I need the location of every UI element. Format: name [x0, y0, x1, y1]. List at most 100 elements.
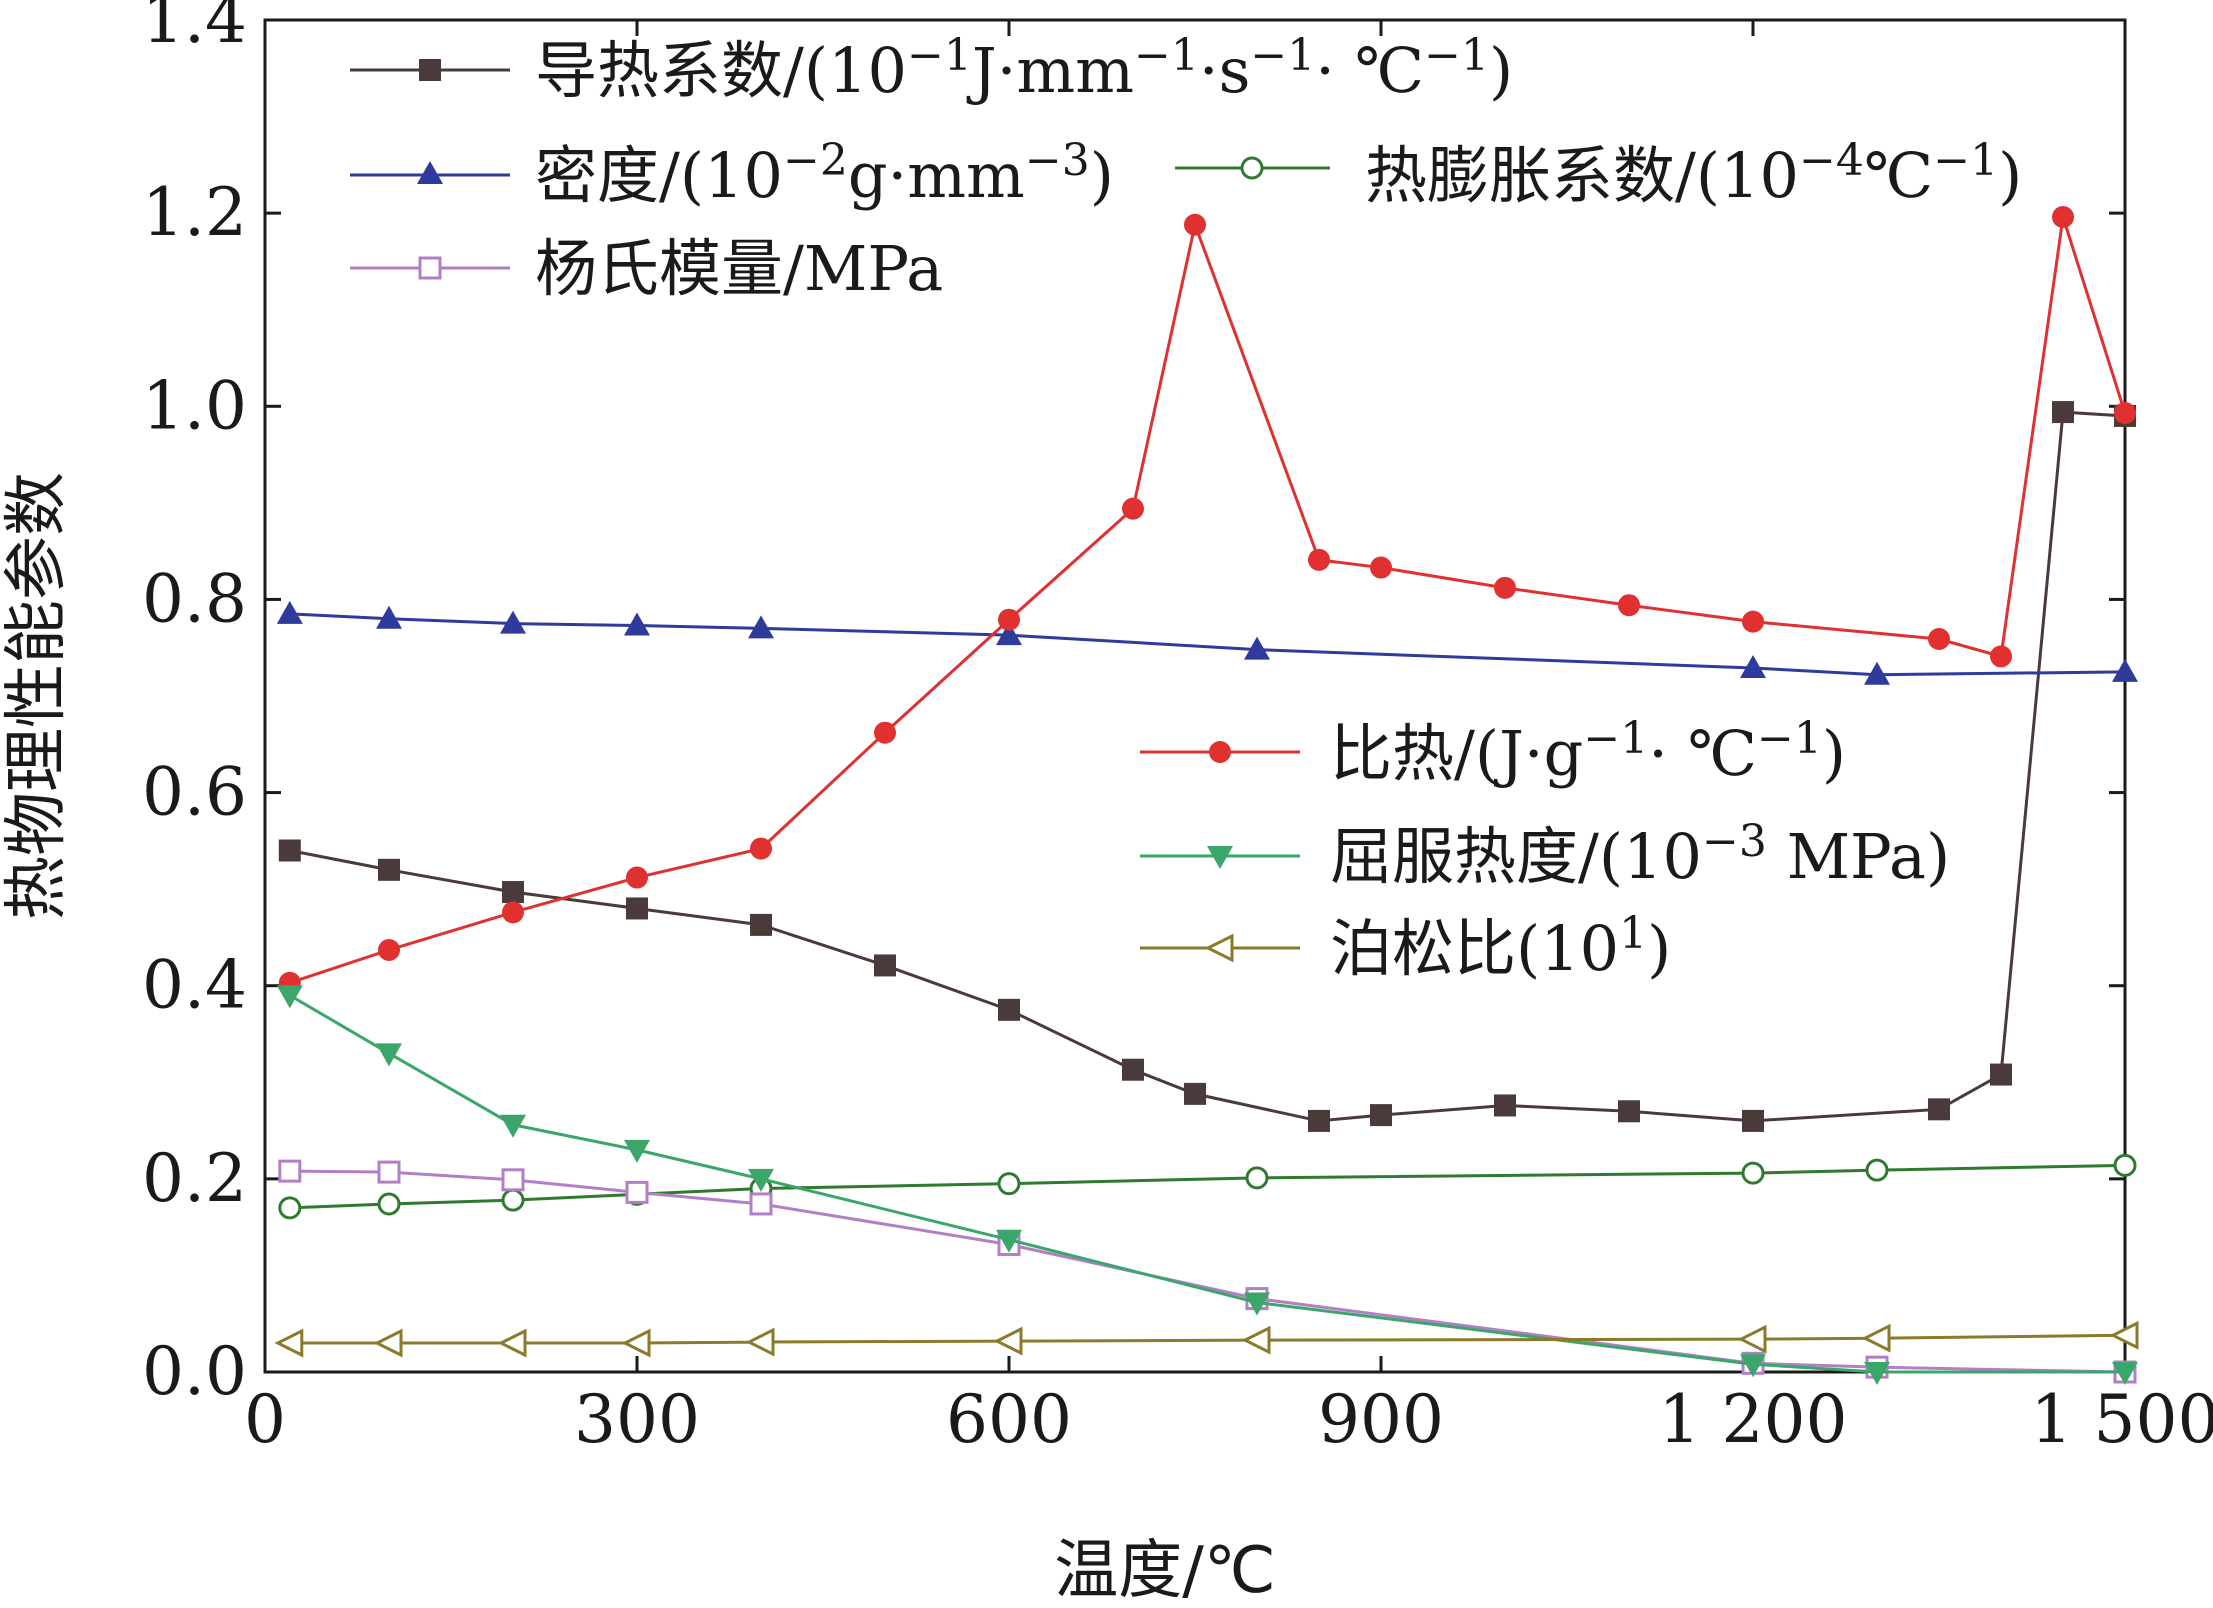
- series-line: [289, 410, 2126, 1123]
- legend-top: 导热系数/(10−1J·mm−1·s−1· ℃−1) 密度/(10−2g·mm−…: [350, 30, 2022, 305]
- legend-item-yield-strength: 屈服热度/(10−3 MPa): [1140, 816, 1950, 893]
- x-axis-title: 温度/℃: [1054, 1534, 1275, 1608]
- data-point: [377, 1192, 401, 1216]
- data-point: [276, 600, 303, 624]
- series-line: [289, 994, 2125, 1374]
- data-point: [501, 1168, 525, 1192]
- legend-label-specific-heat: 比热/(J·g−1· ℃−1): [1330, 713, 1846, 790]
- x-tick-label: 600: [946, 1381, 1072, 1458]
- legend-label-thermal-conductivity: 导热系数/(10−1J·mm−1·s−1· ℃−1): [535, 30, 1513, 107]
- data-point: [1241, 1325, 1271, 1355]
- data-point: [378, 938, 400, 961]
- data-point: [1865, 1158, 1889, 1182]
- series: [274, 1320, 2139, 1358]
- data-point: [2113, 1153, 2137, 1177]
- legend-label-youngs-modulus: 杨氏模量/MPa: [535, 232, 943, 305]
- legend-label-thermal-expansion: 热膨胀系数/(10−4℃−1): [1365, 135, 2022, 212]
- data-point: [1370, 556, 1392, 579]
- data-point: [1864, 661, 1890, 685]
- data-point: [376, 605, 402, 629]
- data-point: [1122, 497, 1144, 520]
- data-point: [626, 866, 648, 889]
- data-point: [502, 901, 524, 924]
- series: [278, 1153, 2137, 1220]
- data-point: [750, 913, 772, 936]
- legend-item-density: 密度/(10−2g·mm−3): [350, 135, 1114, 212]
- data-point: [625, 1180, 649, 1204]
- legend-mid: 比热/(J·g−1· ℃−1) 屈服热度/(10−3 MPa) 泊松比(101): [1140, 713, 1950, 985]
- series-layer: [274, 206, 2139, 1385]
- series-line: [289, 612, 2126, 677]
- axis-ticks: 0 300 600 900 1 200 1 500 0.0 0.2 0.4 0.6 0.8 1.0 1.…: [142, 0, 2213, 1458]
- data-point: [748, 1168, 774, 1192]
- data-point: [1742, 1109, 1764, 1132]
- data-point: [373, 1328, 403, 1358]
- legend-marker: [418, 256, 442, 280]
- data-point: [274, 1328, 304, 1358]
- data-point: [997, 1172, 1021, 1196]
- y-tick-label: 0.4: [142, 947, 247, 1024]
- x-tick-label: 300: [574, 1381, 700, 1458]
- data-point: [1742, 610, 1764, 633]
- series-line: [289, 1333, 2126, 1345]
- x-tick-label: 1 200: [1659, 1381, 1848, 1458]
- data-point: [1122, 1058, 1144, 1081]
- data-point: [874, 954, 896, 977]
- series: [278, 206, 2136, 994]
- data-point: [500, 1114, 526, 1138]
- legend-item-thermal-conductivity: 导热系数/(10−1J·mm−1·s−1· ℃−1): [350, 30, 1513, 107]
- data-point: [276, 985, 303, 1009]
- data-point: [278, 839, 301, 862]
- data-point: [874, 721, 896, 744]
- data-point: [621, 1328, 651, 1358]
- data-point: [745, 1327, 775, 1357]
- y-tick-label: 0.8: [142, 560, 247, 637]
- data-point: [501, 1188, 525, 1212]
- data-point: [1928, 628, 1950, 651]
- series-line: [289, 1163, 2126, 1210]
- legend-label-density: 密度/(10−2g·mm−3): [535, 135, 1114, 212]
- series: [276, 985, 2138, 1385]
- legend-label-yield-strength: 屈服热度/(10−3 MPa): [1330, 816, 1950, 893]
- data-point: [1741, 1161, 1765, 1185]
- data-point: [1928, 1098, 1950, 1121]
- series-line: [289, 1169, 2126, 1374]
- series: [278, 401, 2136, 1132]
- data-point: [497, 1328, 527, 1358]
- y-tick-label: 0.6: [142, 754, 247, 831]
- data-point: [1494, 1094, 1516, 1117]
- x-tick-label: 1 500: [2031, 1381, 2213, 1458]
- data-point: [624, 612, 650, 636]
- legend-label-poisson-ratio: 泊松比(101): [1330, 908, 1671, 985]
- legend-item-poisson-ratio: 泊松比(101): [1140, 908, 1671, 985]
- data-point: [2109, 1320, 2139, 1350]
- data-point: [2052, 206, 2074, 229]
- legend-marker: [417, 161, 443, 184]
- data-point: [1618, 594, 1640, 617]
- legend-item-thermal-expansion: 热膨胀系数/(10−4℃−1): [1175, 135, 2022, 212]
- data-point: [1370, 1104, 1392, 1127]
- plot-frame: [263, 18, 2127, 1374]
- series: [278, 1159, 2137, 1384]
- data-point: [500, 610, 526, 634]
- data-point: [1990, 645, 2012, 668]
- data-point: [750, 837, 772, 860]
- data-point: [1864, 1362, 1890, 1385]
- data-point: [278, 1196, 302, 1220]
- legend-marker: [1209, 741, 1231, 763]
- data-point: [1245, 1166, 1269, 1190]
- data-point: [998, 998, 1020, 1021]
- data-point: [996, 1229, 1022, 1253]
- data-point: [1861, 1323, 1891, 1353]
- x-tick-label: 900: [1318, 1381, 1444, 1458]
- legend-marker: [419, 59, 441, 81]
- data-point: [993, 1326, 1023, 1356]
- data-point: [748, 615, 774, 639]
- data-point: [278, 1159, 302, 1183]
- data-point: [998, 608, 1020, 631]
- data-point: [2052, 401, 2074, 424]
- y-tick-label: 1.4: [142, 0, 247, 58]
- legend-marker: [1240, 156, 1264, 180]
- data-point: [1737, 1324, 1767, 1354]
